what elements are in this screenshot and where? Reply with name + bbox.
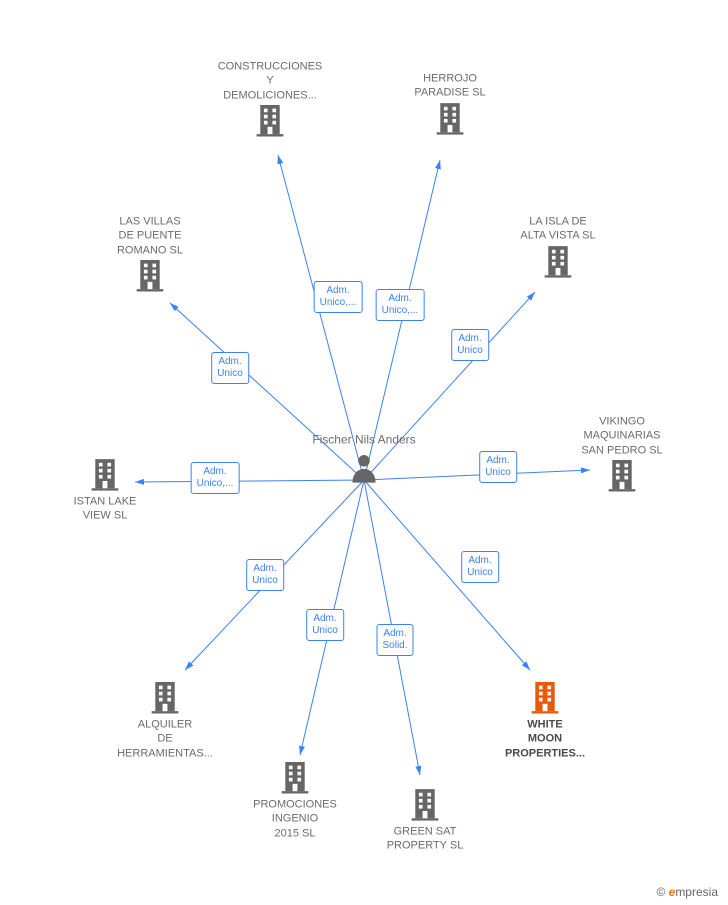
company-node-green[interactable]: GREEN SAT PROPERTY SL (365, 787, 485, 854)
edge-label-white: Adm. Unico (461, 551, 499, 583)
company-node-cyd[interactable]: CONSTRUCCIONES Y DEMOLICIONES... (210, 60, 330, 141)
building-icon (530, 680, 560, 714)
building-icon (150, 680, 180, 714)
brand-rest: mpresia (675, 885, 718, 899)
copyright-symbol: © (656, 885, 665, 899)
company-node-vikingo[interactable]: VIKINGO MAQUINARIAS SAN PEDRO SL (562, 415, 682, 496)
node-label: GREEN SAT PROPERTY SL (365, 825, 485, 854)
edge-label-lasvillas: Adm. Unico (211, 352, 249, 384)
edge-label-promo: Adm. Unico (306, 609, 344, 641)
company-node-istan[interactable]: ISTAN LAKE VIEW SL (45, 457, 165, 524)
person-icon (350, 452, 378, 482)
node-label: WHITE MOON PROPERTIES... (485, 718, 605, 761)
building-icon (255, 102, 285, 136)
building-icon (135, 257, 165, 291)
node-label: LAS VILLAS DE PUENTE ROMANO SL (90, 215, 210, 258)
building-icon (410, 787, 440, 821)
node-label: PROMOCIONES INGENIO 2015 SL (235, 798, 355, 841)
building-icon (90, 457, 120, 491)
building-icon (435, 100, 465, 134)
node-label: ALQUILER DE HERRAMIENTAS... (105, 718, 225, 761)
footer-credit: © empresia (656, 885, 718, 899)
node-label: ISTAN LAKE VIEW SL (45, 495, 165, 524)
company-node-promo[interactable]: PROMOCIONES INGENIO 2015 SL (235, 760, 355, 841)
building-icon (607, 457, 637, 491)
node-label: VIKINGO MAQUINARIAS SAN PEDRO SL (562, 415, 682, 458)
node-label: HERROJO PARADISE SL (390, 72, 510, 101)
company-node-herrojo[interactable]: HERROJO PARADISE SL (390, 72, 510, 139)
company-node-white[interactable]: WHITE MOON PROPERTIES... (485, 680, 605, 761)
node-label: CONSTRUCCIONES Y DEMOLICIONES... (210, 60, 330, 103)
edge-label-green: Adm. Solid. (376, 624, 413, 656)
building-icon (543, 243, 573, 277)
building-icon (280, 760, 310, 794)
edge-label-cyd: Adm. Unico,... (314, 281, 363, 313)
edge-line (278, 155, 364, 480)
company-node-alquiler[interactable]: ALQUILER DE HERRAMIENTAS... (105, 680, 225, 761)
company-node-lasvillas[interactable]: LAS VILLAS DE PUENTE ROMANO SL (90, 215, 210, 296)
edge-label-vikingo: Adm. Unico (479, 451, 517, 483)
edge-label-herrojo: Adm. Unico,... (376, 289, 425, 321)
edge-label-istan: Adm. Unico,... (191, 462, 240, 494)
edge-label-laisla: Adm. Unico (451, 329, 489, 361)
center-label: Fischer Nils Anders (304, 433, 424, 449)
diagram-canvas: CONSTRUCCIONES Y DEMOLICIONES... HERROJO… (0, 0, 728, 905)
center-person-node[interactable]: Fischer Nils Anders (304, 433, 424, 488)
company-node-laisla[interactable]: LA ISLA DE ALTA VISTA SL (498, 215, 618, 282)
node-label: LA ISLA DE ALTA VISTA SL (498, 215, 618, 244)
edge-label-alquiler: Adm. Unico (246, 559, 284, 591)
